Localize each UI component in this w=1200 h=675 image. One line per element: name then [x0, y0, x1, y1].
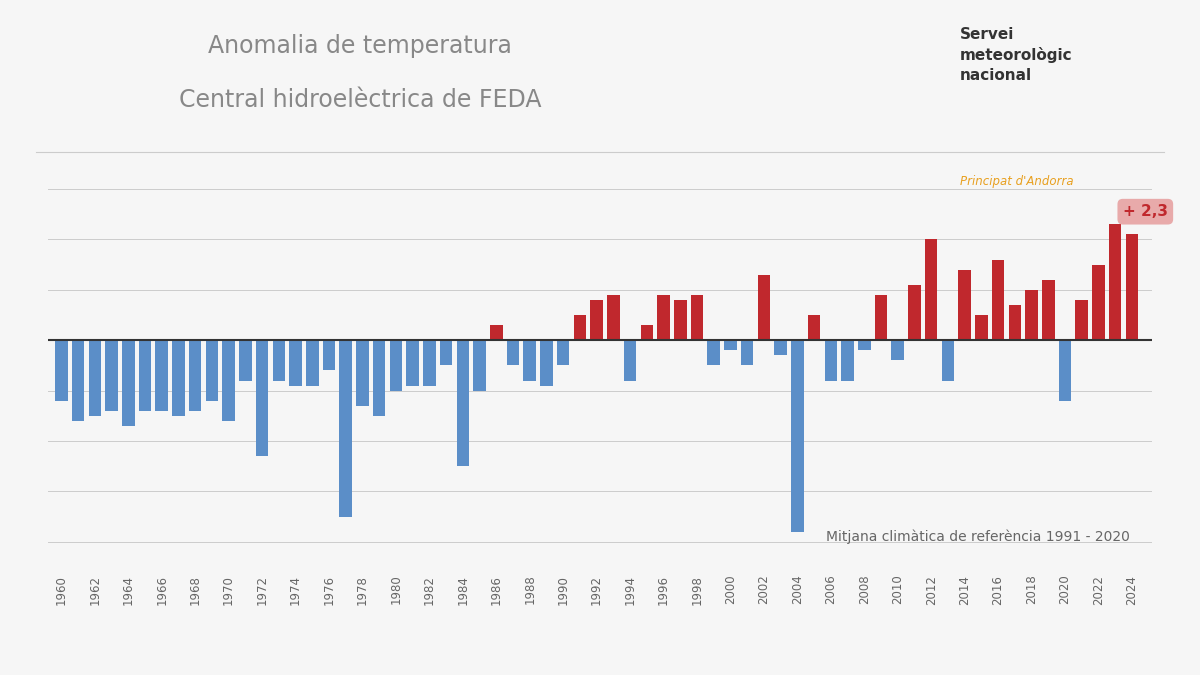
Bar: [574, 315, 586, 340]
Bar: [239, 340, 252, 381]
Bar: [808, 315, 821, 340]
Bar: [440, 340, 452, 365]
Bar: [356, 340, 368, 406]
Bar: [1075, 300, 1088, 340]
Bar: [959, 269, 971, 340]
Bar: [424, 340, 436, 385]
Bar: [607, 295, 619, 340]
Bar: [774, 340, 787, 355]
Bar: [992, 260, 1004, 340]
Bar: [373, 340, 385, 416]
Bar: [1042, 279, 1055, 340]
Bar: [407, 340, 419, 385]
Text: Central hidroelèctrica de FEDA: Central hidroelèctrica de FEDA: [179, 88, 541, 112]
Bar: [624, 340, 636, 381]
Bar: [523, 340, 536, 381]
Bar: [1058, 340, 1072, 401]
Bar: [858, 340, 870, 350]
Bar: [540, 340, 553, 385]
Bar: [289, 340, 302, 385]
Bar: [841, 340, 854, 381]
Bar: [89, 340, 101, 416]
Bar: [724, 340, 737, 350]
Bar: [172, 340, 185, 416]
Bar: [824, 340, 838, 381]
Bar: [942, 340, 954, 381]
Bar: [892, 340, 904, 360]
Bar: [757, 275, 770, 340]
Bar: [1109, 224, 1122, 340]
Bar: [106, 340, 118, 411]
Bar: [390, 340, 402, 391]
Text: Principat d'Andorra: Principat d'Andorra: [960, 176, 1074, 188]
Bar: [557, 340, 570, 365]
Bar: [791, 340, 804, 532]
Bar: [1008, 305, 1021, 340]
Bar: [272, 340, 286, 381]
Bar: [658, 295, 670, 340]
Bar: [306, 340, 318, 385]
Bar: [139, 340, 151, 411]
Bar: [473, 340, 486, 391]
Bar: [222, 340, 235, 421]
Bar: [256, 340, 269, 456]
Bar: [456, 340, 469, 466]
Bar: [490, 325, 503, 340]
Bar: [976, 315, 988, 340]
Bar: [122, 340, 134, 426]
Bar: [1092, 265, 1105, 340]
Bar: [72, 340, 84, 421]
Text: Mitjana climàtica de referència 1991 - 2020: Mitjana climàtica de referència 1991 - 2…: [826, 530, 1130, 544]
Bar: [188, 340, 202, 411]
Text: Anomalia de temperatura: Anomalia de temperatura: [208, 34, 512, 58]
Bar: [708, 340, 720, 365]
Bar: [590, 300, 602, 340]
Bar: [323, 340, 335, 371]
Bar: [641, 325, 653, 340]
Bar: [205, 340, 218, 401]
Bar: [908, 285, 920, 340]
Bar: [691, 295, 703, 340]
Bar: [340, 340, 352, 516]
Bar: [740, 340, 754, 365]
Text: + 2,3: + 2,3: [1123, 204, 1168, 219]
Bar: [1126, 234, 1138, 340]
Bar: [925, 240, 937, 340]
Text: Servei
meteorològic
nacional: Servei meteorològic nacional: [960, 27, 1073, 83]
Bar: [1025, 290, 1038, 340]
Bar: [506, 340, 520, 365]
Bar: [674, 300, 686, 340]
Bar: [875, 295, 887, 340]
Bar: [55, 340, 67, 401]
Bar: [156, 340, 168, 411]
